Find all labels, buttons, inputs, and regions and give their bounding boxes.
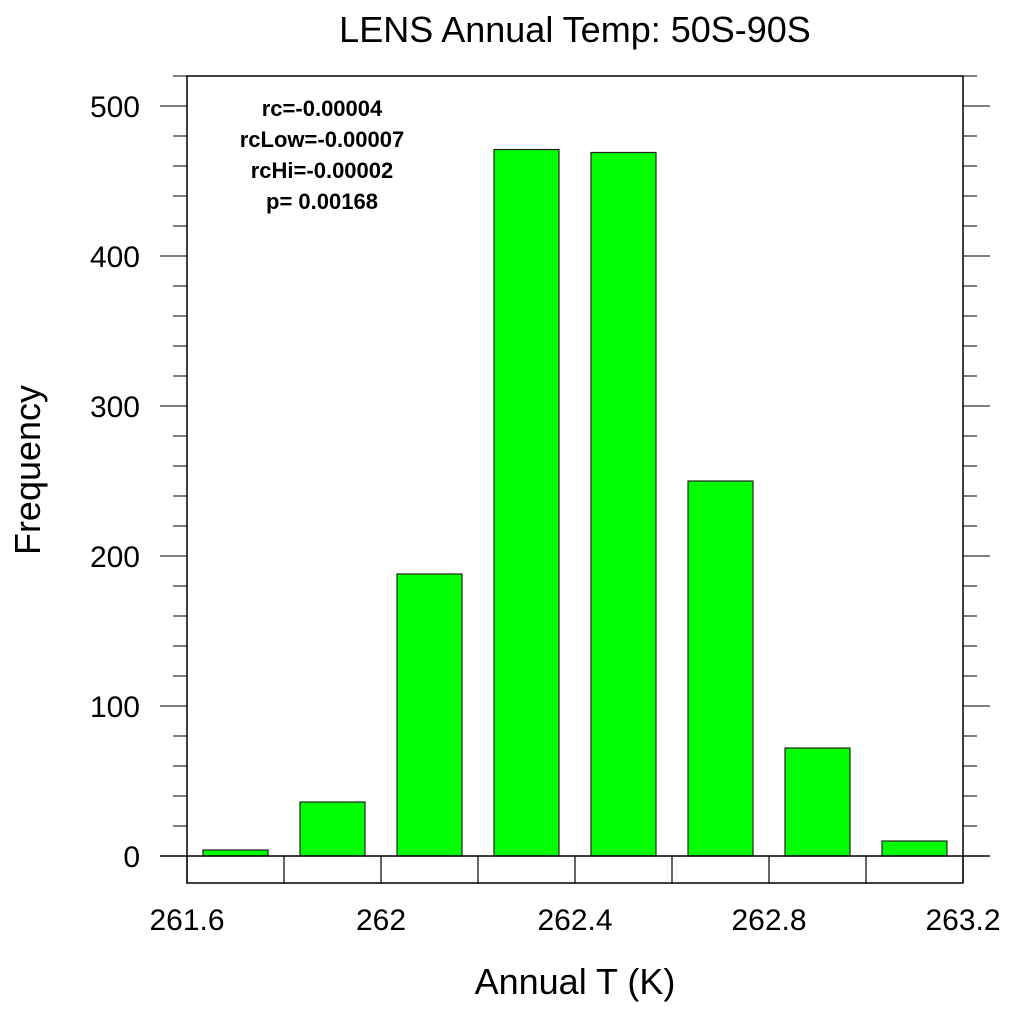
y-tick-label: 400: [90, 241, 140, 274]
y-axis-label: Frequency: [7, 385, 48, 555]
x-axis-label: Annual T (K): [475, 961, 676, 1002]
annotation-line: rcHi=-0.00002: [251, 158, 394, 183]
histogram-bar: [784, 747, 851, 857]
x-tick-label: 262.4: [537, 904, 612, 937]
histogram-bar: [202, 849, 269, 857]
histogram-bar: [590, 151, 657, 857]
annotation-line: rcLow=-0.00007: [240, 127, 404, 152]
x-tick-label: 262: [356, 904, 406, 937]
histogram-bar: [687, 480, 754, 857]
x-tick-label: 263.2: [925, 904, 1000, 937]
y-tick-label: 500: [90, 91, 140, 124]
annotation-line: p= 0.00168: [266, 189, 378, 214]
annotation-line: rc=-0.00004: [262, 96, 383, 121]
histogram-bar: [493, 148, 560, 857]
y-tick-label: 200: [90, 541, 140, 574]
x-tick-label: 261.6: [149, 904, 224, 937]
x-tick-label: 262.8: [731, 904, 806, 937]
chart-title: LENS Annual Temp: 50S-90S: [339, 9, 811, 50]
histogram-bar: [396, 573, 463, 857]
y-tick-label: 300: [90, 391, 140, 424]
histogram-bar: [881, 840, 948, 857]
y-tick-label: 100: [90, 691, 140, 724]
histogram-bar: [299, 801, 366, 857]
y-tick-label: 0: [123, 841, 140, 874]
stats-annotation: rc=-0.00004 rcLow=-0.00007 rcHi=-0.00002 p=…: [240, 96, 404, 214]
